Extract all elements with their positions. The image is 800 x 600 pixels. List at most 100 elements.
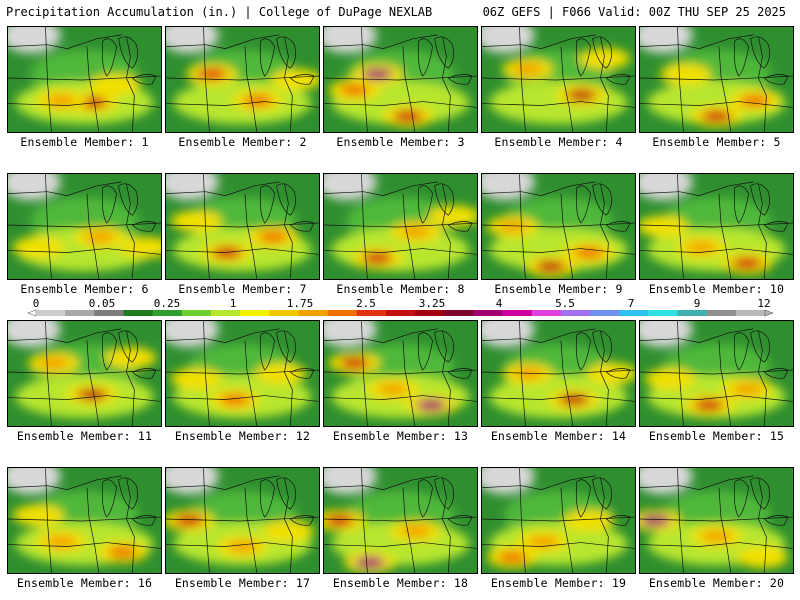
ensemble-member-label: Ensemble Member: 4 <box>494 135 623 149</box>
colorbar-swatch <box>65 310 95 316</box>
precip-map <box>324 321 477 426</box>
colorbar-swatch <box>36 310 66 316</box>
colorbar-swatch <box>706 310 737 316</box>
colorbar-max-arrow <box>764 309 774 317</box>
precip-map <box>166 27 319 132</box>
precipitation-colorbar <box>27 309 774 317</box>
ensemble-member-label: Ensemble Member: 18 <box>332 576 469 590</box>
colorbar-swatch <box>327 310 358 316</box>
precip-map <box>640 321 793 426</box>
precip-map <box>8 27 161 132</box>
colorbar-swatch <box>210 310 241 316</box>
ensemble-map-panel <box>323 467 478 574</box>
ensemble-member-label: Ensemble Member: 10 <box>648 282 785 296</box>
colorbar-swatch <box>385 310 416 316</box>
colorbar-swatch <box>560 310 591 316</box>
precip-map <box>166 174 319 279</box>
ensemble-map-panel <box>7 26 162 133</box>
precip-map <box>8 321 161 426</box>
ensemble-map-panel <box>481 320 636 427</box>
ensemble-member-label: Ensemble Member: 2 <box>178 135 307 149</box>
ensemble-member-label: Ensemble Member: 6 <box>20 282 149 296</box>
precip-map <box>324 27 477 132</box>
colorbar-swatch <box>152 310 183 316</box>
ensemble-member-label: Ensemble Member: 16 <box>16 576 153 590</box>
model-run-info: 06Z GEFS | F066 Valid: 00Z THU SEP 25 20… <box>482 5 786 19</box>
ensemble-member-label: Ensemble Member: 17 <box>174 576 311 590</box>
precip-map <box>8 174 161 279</box>
colorbar-tick-label: 2.5 <box>356 297 376 310</box>
precip-map <box>324 468 477 573</box>
colorbar-swatch <box>94 310 124 316</box>
ensemble-member-label: Ensemble Member: 20 <box>648 576 785 590</box>
ensemble-member-label: Ensemble Member: 3 <box>336 135 465 149</box>
precip-map <box>8 468 161 573</box>
ensemble-map-panel <box>165 467 320 574</box>
precip-map <box>166 321 319 426</box>
colorbar-tick-label: 12 <box>757 297 771 310</box>
ensemble-member-label: Ensemble Member: 8 <box>336 282 465 296</box>
precip-map <box>482 27 635 132</box>
ensemble-map-panel <box>165 320 320 427</box>
ensemble-map-panel <box>639 467 794 574</box>
colorbar-tick-label: 9 <box>693 297 701 310</box>
ensemble-map-panel <box>323 26 478 133</box>
ensemble-member-label: Ensemble Member: 19 <box>490 576 627 590</box>
ensemble-map-panel <box>639 26 794 133</box>
precip-map <box>482 468 635 573</box>
ensemble-map-panel <box>7 320 162 427</box>
ensemble-map-panel <box>323 320 478 427</box>
map-title: Precipitation Accumulation (in.) | Colle… <box>6 5 433 19</box>
colorbar-tick-label: 4 <box>495 297 503 310</box>
precip-map <box>482 321 635 426</box>
ensemble-map-panel <box>323 173 478 280</box>
ensemble-member-label: Ensemble Member: 11 <box>16 429 153 443</box>
colorbar-swatch <box>415 310 445 316</box>
colorbar-tick-label: 1 <box>229 297 237 310</box>
colorbar-tick-label: 0.25 <box>153 297 181 310</box>
colorbar-swatch <box>123 310 153 316</box>
precip-map <box>640 174 793 279</box>
colorbar-min-arrow <box>27 309 37 317</box>
colorbar-swatch <box>677 310 707 316</box>
colorbar-tick-label: 3.25 <box>418 297 446 310</box>
colorbar-tick-label: 5.5 <box>555 297 575 310</box>
ensemble-map-panel <box>481 26 636 133</box>
ensemble-map-panel <box>639 320 794 427</box>
colorbar-swatch <box>590 310 620 316</box>
ensemble-map-panel <box>481 173 636 280</box>
colorbar-swatch <box>648 310 678 316</box>
ensemble-map-panel <box>165 26 320 133</box>
ensemble-member-label: Ensemble Member: 15 <box>648 429 785 443</box>
colorbar-swatch <box>298 310 328 316</box>
colorbar-swatch <box>473 310 503 316</box>
colorbar-swatch <box>269 310 299 316</box>
ensemble-member-label: Ensemble Member: 9 <box>494 282 623 296</box>
colorbar-tick-label: 0.05 <box>88 297 116 310</box>
precip-map <box>482 174 635 279</box>
ensemble-member-label: Ensemble Member: 5 <box>652 135 781 149</box>
ensemble-map-panel <box>481 467 636 574</box>
ensemble-map-panel <box>7 173 162 280</box>
ensemble-map-panel <box>7 467 162 574</box>
ensemble-member-label: Ensemble Member: 12 <box>174 429 311 443</box>
colorbar-swatch <box>240 310 270 316</box>
ensemble-map-panel <box>639 173 794 280</box>
colorbar-swatch <box>356 310 387 316</box>
colorbar-swatch <box>444 310 474 316</box>
ensemble-member-label: Ensemble Member: 7 <box>178 282 307 296</box>
colorbar-tick-label: 0 <box>32 297 40 310</box>
ensemble-member-label: Ensemble Member: 1 <box>20 135 149 149</box>
precip-map <box>640 468 793 573</box>
precip-map <box>324 174 477 279</box>
colorbar-swatch <box>735 310 766 316</box>
colorbar-swatch <box>502 310 533 316</box>
ensemble-map-panel <box>165 173 320 280</box>
colorbar-tick-label: 7 <box>627 297 635 310</box>
colorbar-swatch <box>619 310 649 316</box>
ensemble-member-label: Ensemble Member: 13 <box>332 429 469 443</box>
precip-map <box>640 27 793 132</box>
colorbar-tick-label: 1.75 <box>286 297 314 310</box>
colorbar-swatch <box>531 310 562 316</box>
